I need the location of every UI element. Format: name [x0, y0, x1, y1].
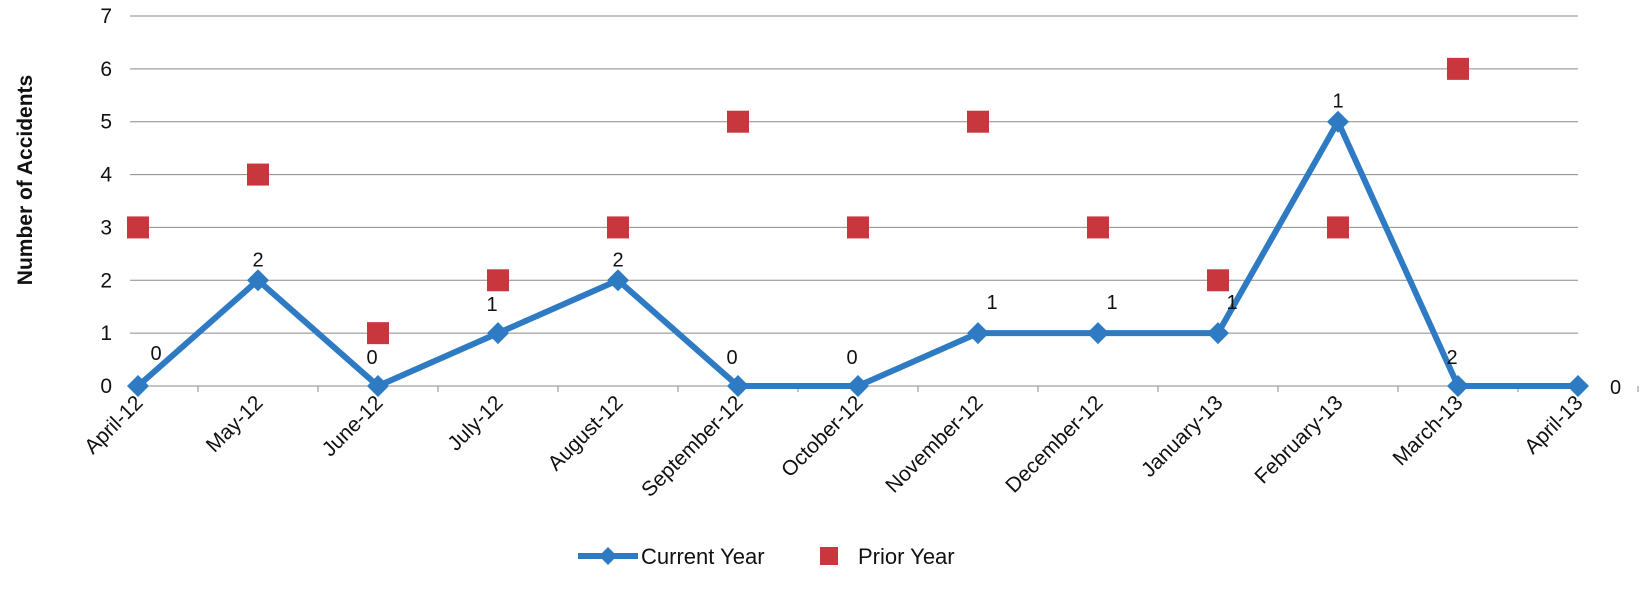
current-year-marker [1207, 322, 1229, 345]
prior-year-series [127, 57, 1469, 345]
x-tick-label: March-13 [1389, 391, 1468, 470]
current-year-data-label: 0 [150, 343, 161, 365]
prior-year-marker [1447, 57, 1469, 80]
x-tick-label: November-12 [881, 391, 987, 497]
current-year-data-label: 2 [1446, 347, 1457, 369]
current-year-marker [487, 322, 509, 345]
prior-year-marker [967, 110, 989, 133]
y-tick-label: 2 [100, 269, 112, 292]
current-year-marker [1327, 110, 1349, 133]
x-tick-label: July-12 [443, 391, 507, 455]
x-tick-label: September-12 [637, 391, 747, 501]
legend-diamond-icon [599, 547, 617, 565]
current-year-marker [607, 269, 629, 292]
legend-label-prior-year: Prior Year [858, 544, 955, 569]
legend-square-icon [820, 547, 838, 565]
prior-year-marker [607, 216, 629, 239]
current-year-data-label: 0 [366, 347, 377, 369]
current-year-marker [247, 269, 269, 292]
legend-label-current-year: Current Year [641, 544, 765, 569]
x-tick-label: August-12 [544, 391, 628, 475]
x-tick-label: April-13 [1520, 391, 1587, 458]
prior-year-marker [847, 216, 869, 239]
y-tick-label: 0 [100, 375, 112, 398]
y-tick-label: 7 [100, 5, 112, 28]
prior-year-marker [1207, 269, 1229, 292]
y-tick-label: 5 [100, 111, 112, 134]
current-year-marker [127, 375, 149, 397]
x-tick-label: May-12 [202, 391, 268, 457]
current-year-data-label: 0 [726, 347, 737, 369]
y-tick-label: 3 [100, 216, 112, 239]
current-year-marker [1087, 322, 1109, 345]
x-axis-ticks: April-12 May-12 June-12 July-12 August-12 Sep… [80, 391, 1587, 501]
y-axis-ticks: 0 1 2 3 4 5 6 7 [100, 5, 112, 398]
current-year-data-label: 0 [1610, 377, 1621, 399]
prior-year-marker [1087, 216, 1109, 239]
x-tick-label: January-13 [1137, 391, 1228, 482]
current-year-data-label: 1 [1226, 292, 1237, 314]
prior-year-marker [1327, 216, 1349, 239]
legend: Current Year Prior Year [578, 544, 955, 569]
prior-year-marker [487, 269, 509, 292]
current-year-marker [967, 322, 989, 345]
prior-year-marker [367, 322, 389, 345]
data-labels: 0 2 0 1 2 0 0 1 1 1 1 2 0 [150, 91, 1621, 399]
prior-year-marker [127, 216, 149, 239]
current-year-series [127, 110, 1589, 397]
x-tick-label: December-12 [1001, 391, 1107, 497]
y-tick-label: 1 [100, 322, 112, 345]
current-year-marker [727, 375, 749, 397]
current-year-data-label: 0 [846, 347, 857, 369]
legend-item-current-year: Current Year [578, 544, 765, 569]
y-tick-label: 6 [100, 58, 112, 81]
x-tick-label: April-12 [80, 391, 147, 458]
current-year-marker [1567, 375, 1589, 397]
current-year-marker [847, 375, 869, 397]
x-tick-label: October-12 [777, 391, 868, 482]
x-axis [130, 385, 1639, 392]
current-year-marker [367, 375, 389, 397]
legend-item-prior-year: Prior Year [820, 544, 955, 569]
current-year-data-label: 2 [252, 249, 263, 271]
y-axis-title: Number of Accidents [14, 75, 37, 285]
prior-year-marker [727, 110, 749, 133]
x-tick-label: February-13 [1250, 391, 1347, 488]
current-year-data-label: 1 [986, 292, 997, 314]
prior-year-marker [247, 163, 269, 186]
x-tick-label: June-12 [318, 391, 388, 461]
current-year-line [136, 118, 1578, 389]
y-tick-label: 4 [100, 164, 112, 187]
current-year-data-label: 1 [486, 294, 497, 316]
current-year-data-label: 1 [1106, 292, 1117, 314]
current-year-data-label: 1 [1332, 91, 1343, 113]
current-year-data-label: 2 [612, 249, 623, 271]
current-year-marker [1447, 375, 1469, 397]
